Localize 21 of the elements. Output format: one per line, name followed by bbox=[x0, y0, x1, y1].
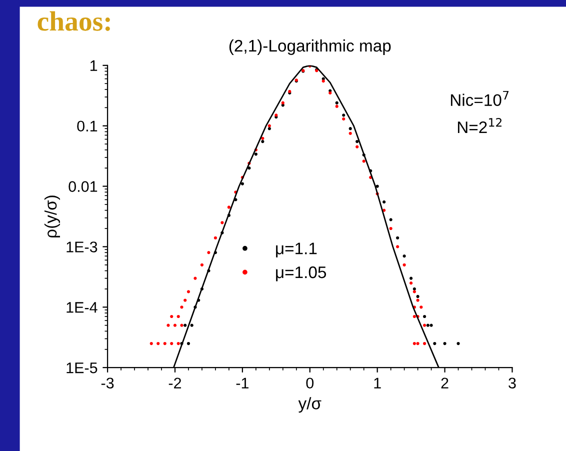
x-tick-label: 2 bbox=[441, 378, 448, 388]
x-tick-label: -1 bbox=[236, 378, 248, 388]
text: chaos: bbox=[38, 11, 110, 31]
y-tick-label: 1E-5 bbox=[66, 362, 98, 374]
chart-title: (2,1)-Logarithmic map bbox=[229, 39, 391, 55]
x-tick-label: 1 bbox=[374, 378, 381, 388]
legend-label: μ=1.1 bbox=[276, 242, 317, 258]
y-axis-title: ρ(y/σ) bbox=[44, 196, 60, 238]
x-tick-label: -3 bbox=[101, 378, 114, 389]
y-tick-label: 1E-4 bbox=[66, 302, 98, 313]
annotation: Nic=10$^{7}$ bbox=[450, 90, 509, 106]
x-tick-label: 3 bbox=[508, 378, 516, 389]
annotation: N=2$^{12}$ bbox=[458, 118, 502, 134]
y-tick-label: 0.1 bbox=[77, 120, 98, 132]
x-axis-title: y/σ bbox=[298, 397, 322, 413]
y-tick-label: 1 bbox=[90, 60, 98, 71]
x-tick-label: 0 bbox=[306, 378, 314, 389]
y-tick-label: 1E-3 bbox=[66, 242, 98, 252]
legend-label: μ=1.05 bbox=[276, 266, 326, 282]
y-tick-label: 0.01 bbox=[68, 181, 98, 192]
x-tick-label: -2 bbox=[168, 378, 182, 388]
